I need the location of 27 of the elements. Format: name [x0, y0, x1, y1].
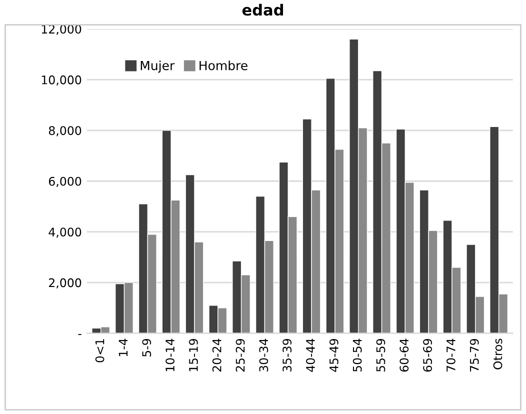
x-tick-label: 55-59 — [376, 338, 386, 372]
y-tick-label: 6,000 — [48, 176, 82, 187]
x-tick-label: 30-34 — [259, 338, 268, 372]
x-tick-label: 75-79 — [470, 338, 479, 372]
y-tick-label: 8,000 — [48, 126, 82, 136]
y-tick-label: 4,000 — [48, 228, 82, 238]
x-tick-label: 5-9 — [142, 338, 152, 356]
x-tick-label: 35-39 — [282, 338, 292, 372]
y-tick-label: 10,000 — [42, 75, 82, 86]
x-tick-label: 15-19 — [188, 338, 198, 372]
x-tick-label: 1-4 — [118, 338, 128, 356]
x-tick-label: 25-29 — [236, 338, 245, 372]
x-tick-label: 65-69 — [423, 338, 432, 372]
x-tick-label: Otros — [493, 338, 502, 370]
x-tick-label: 0<1 — [95, 339, 104, 362]
legend-label: Mujer — [140, 60, 175, 73]
chart-title: edad — [242, 4, 283, 16]
x-tick-label: 50-54 — [352, 338, 362, 372]
x-tick-label: 10-14 — [166, 338, 174, 372]
y-tick-label: - — [78, 334, 82, 335]
x-tick-label: 60-64 — [400, 338, 409, 372]
x-tick-label: 20-24 — [212, 338, 222, 372]
y-tick-label: 2,000 — [48, 278, 82, 288]
x-tick-label: 40-44 — [306, 338, 315, 372]
legend-label: Hombre — [200, 60, 248, 70]
x-tick-label: 45-49 — [329, 338, 338, 372]
x-tick-label: 70-74 — [446, 338, 456, 372]
